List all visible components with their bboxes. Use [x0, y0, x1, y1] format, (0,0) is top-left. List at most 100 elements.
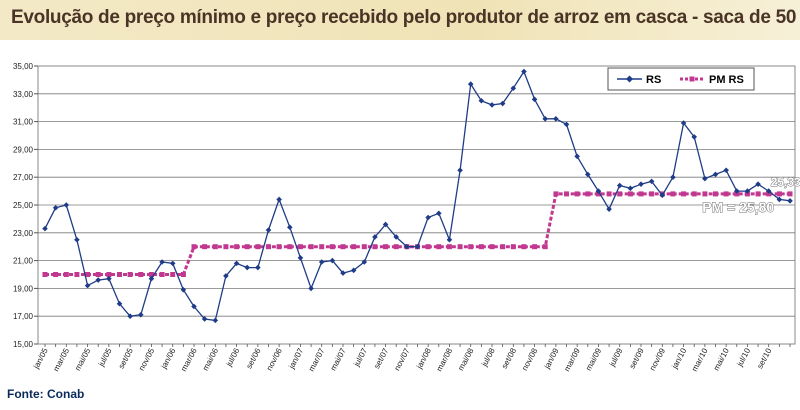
pm-rs-point	[521, 244, 527, 250]
rs-point	[297, 255, 304, 261]
pm-rs-point	[457, 244, 463, 250]
y-tick-label: 21,00	[13, 257, 34, 266]
pm-rs-point	[670, 191, 676, 197]
pm-rs-point	[53, 272, 59, 277]
x-tick-label: nov/09	[648, 346, 667, 372]
legend: RS PM RS	[607, 67, 755, 91]
x-tick-label: set/06	[244, 346, 262, 370]
pm-rs-point	[702, 191, 708, 197]
pm-rs-point	[766, 191, 772, 197]
rs-point	[255, 264, 261, 271]
x-axis: jan/05 mar/05 mai/05 jul/05 set/05 nov/05 jan/…	[31, 344, 791, 373]
legend-label-pm: PM RS	[709, 74, 744, 86]
rs-point	[446, 236, 453, 243]
y-tick-label: 15,00	[13, 340, 34, 349]
rs-point	[201, 316, 208, 322]
annotation-label: PM = 25,80	[702, 199, 774, 215]
rs-point	[169, 260, 176, 267]
pm-rs-point	[148, 272, 154, 277]
pm-rs-point	[755, 191, 761, 197]
rs-point	[499, 100, 506, 107]
rs-point	[776, 196, 783, 203]
pm-rs-point	[383, 244, 389, 250]
pm-rs-point	[574, 191, 580, 197]
pm-rs-point	[329, 244, 335, 250]
pm-rs-point	[95, 272, 101, 277]
pm-rs-point	[180, 272, 186, 277]
rs-point	[137, 312, 144, 318]
pm-rs-point	[723, 191, 729, 197]
pm-rs-point	[446, 244, 452, 250]
x-tick-label: nov/07	[392, 346, 411, 372]
rs-point	[340, 270, 346, 276]
rs-point	[159, 259, 165, 265]
rs-point	[148, 275, 155, 282]
rs-point	[191, 303, 197, 310]
rs-point	[233, 260, 240, 267]
pm-rs-point	[787, 191, 793, 197]
pm-rs-point	[564, 191, 569, 197]
pm-rs-point	[244, 244, 250, 250]
x-tick-label: jan/07	[287, 346, 306, 371]
pm-rs-point	[202, 244, 208, 250]
pm-rs-point	[691, 191, 697, 197]
pm-rs-point	[255, 244, 261, 250]
y-axis: 15,00 17,00 19,00 21,00 23,00 25,00 27,00 29,00…	[13, 62, 38, 349]
pm-rs-point	[42, 272, 48, 277]
pm-rs-point	[478, 244, 484, 250]
pm-rs-point	[776, 191, 782, 197]
pm-rs-point	[351, 244, 357, 250]
rs-point	[308, 285, 314, 292]
pm-rs-point	[532, 244, 538, 250]
rs-point	[425, 214, 431, 221]
pm-rs-point	[585, 191, 591, 197]
y-tick-label: 19,00	[13, 284, 34, 293]
pm-rs-point	[606, 191, 612, 197]
rs-point	[435, 210, 442, 217]
rs-point	[723, 167, 729, 174]
y-tick-label: 25,00	[13, 201, 34, 210]
rs-point	[616, 182, 623, 189]
rs-point	[404, 243, 410, 250]
pm-rs-point	[74, 272, 80, 277]
rs-point	[563, 121, 570, 128]
x-tick-label: jul/10	[735, 346, 753, 368]
pm-rs-point	[361, 244, 367, 250]
rs-point	[393, 234, 400, 240]
rs-point	[787, 198, 793, 204]
pm-rs-point	[63, 272, 69, 277]
rs-point	[52, 204, 59, 211]
pm-rs-point	[276, 244, 282, 250]
x-tick-label: mar/09	[562, 346, 582, 373]
rs-point	[212, 317, 219, 324]
pm-rs-point	[308, 244, 314, 250]
pm-rs-point	[734, 191, 740, 197]
rs-point	[670, 174, 676, 180]
pm-rs-point	[212, 244, 218, 250]
x-tick-label: mar/05	[51, 346, 71, 373]
rs-point	[265, 227, 272, 233]
pm-rs-point	[266, 244, 271, 250]
title-bar: Evolução de preço mínimo e preço recebid…	[0, 0, 800, 40]
pm-rs-point	[106, 272, 112, 277]
rs-point	[63, 202, 70, 208]
pm-rs-point	[627, 191, 633, 197]
rs-point	[286, 224, 293, 231]
rs-point	[467, 81, 474, 87]
pm-rs-point	[127, 272, 133, 277]
x-tick-label: set/05	[117, 346, 135, 370]
x-tick-label: set/10	[755, 346, 773, 370]
pm-rs-point	[340, 244, 346, 250]
pm-rs-point	[713, 191, 718, 197]
rs-point	[350, 267, 357, 274]
x-tick-label: mai/09	[584, 346, 603, 372]
x-tick-label: mai/10	[712, 346, 731, 372]
x-tick-label: nov/05	[137, 346, 156, 372]
rs-point	[489, 102, 495, 108]
series-layer	[42, 68, 793, 324]
rs-point	[382, 221, 389, 228]
pm-rs-point	[649, 191, 655, 197]
pm-rs-point	[234, 244, 240, 250]
page-title: Evolução de preço mínimo e preço recebid…	[11, 7, 800, 28]
rs-point	[84, 282, 91, 289]
